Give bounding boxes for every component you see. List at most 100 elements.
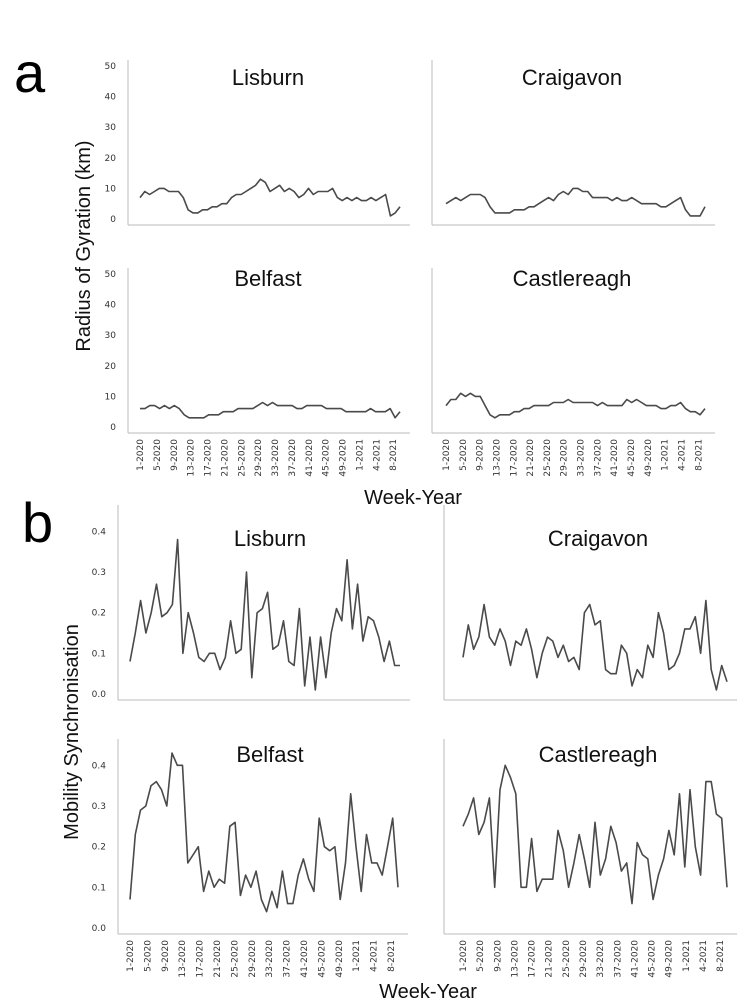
x-tick-label: 8-2021 (389, 439, 399, 471)
x-tick-label: 41-2020 (300, 940, 310, 978)
x-tick-label: 37-2020 (288, 439, 298, 477)
y-tick-label: 30 (105, 331, 117, 341)
x-tick-label: 33-2020 (596, 940, 606, 978)
chart-title: Craigavon (522, 65, 622, 90)
x-tick-label: 4-2021 (372, 439, 382, 471)
x-tick-label: 41-2020 (610, 439, 620, 477)
x-tick-label: 8-2021 (387, 940, 397, 972)
x-tick-label: 33-2020 (271, 439, 281, 477)
x-tick-label: 21-2020 (220, 439, 230, 477)
series-line (140, 401, 401, 419)
y-tick-label: 10 (105, 392, 117, 402)
chart-b-belfast: Belfast 0.0 0.1 0.2 0.3 0.4 1-2020 5-2020 9-2020… (92, 739, 408, 978)
chart-b-craigavon: Craigavon (443, 505, 737, 701)
x-tick-label: 13-2020 (178, 940, 188, 978)
x-tick-label: 1-2021 (661, 439, 671, 471)
panel-a-y-axis-title: Radius of Gyration (km) (73, 140, 95, 351)
chart-title: Castlereagh (539, 742, 658, 767)
x-tick-label: 37-2020 (593, 439, 603, 477)
panel-b-y-axis-title: Mobility Synchronisation (61, 624, 83, 840)
y-tick-label: 20 (105, 362, 117, 372)
chart-title: Belfast (234, 266, 301, 291)
x-tick-label: 33-2020 (265, 940, 275, 978)
x-tick-label: 29-2020 (248, 940, 258, 978)
x-tick-label: 29-2020 (579, 940, 589, 978)
x-tick-label: 41-2020 (305, 439, 315, 477)
x-tick-label: 1-2020 (136, 439, 146, 471)
x-tick-label: 17-2020 (509, 439, 519, 477)
x-tick-label: 13-2020 (510, 940, 520, 978)
x-tick-label: 8-2021 (716, 940, 726, 972)
x-tick-label: 21-2020 (545, 940, 555, 978)
series-line (462, 599, 728, 691)
y-tick-label: 0.0 (92, 924, 107, 934)
x-tick-label: 49-2020 (335, 940, 345, 978)
x-tick-label: 49-2020 (339, 439, 349, 477)
x-tick-label: 9-2020 (161, 940, 171, 972)
chart-a-lisburn: Lisburn 0 10 20 30 40 50 (105, 60, 410, 226)
y-tick-label: 10 (105, 184, 117, 194)
panel-a-x-axis-title: Week-Year (364, 487, 462, 509)
chart-title: Lisburn (232, 65, 304, 90)
chart-b-castlereagh: Castlereagh 1-2020 5-2020 9-2020 13-2020 17-2… (443, 739, 737, 978)
y-tick-label: 40 (105, 301, 117, 311)
series-line (445, 392, 706, 419)
x-tick-label: 29-2020 (560, 439, 570, 477)
series-line (462, 764, 728, 905)
y-tick-label: 50 (105, 62, 117, 72)
series-line (445, 187, 706, 217)
series-line (129, 538, 400, 691)
x-tick-label: 37-2020 (613, 940, 623, 978)
x-tick-label: 5-2020 (476, 940, 486, 972)
x-tick-label: 21-2020 (213, 940, 223, 978)
x-tick-label: 13-2020 (187, 439, 197, 477)
chart-title: Belfast (236, 742, 303, 767)
x-tick-label: 4-2021 (678, 439, 688, 471)
x-tick-label: 37-2020 (283, 940, 293, 978)
y-tick-label: 0.3 (92, 568, 106, 578)
x-tick-label: 45-2020 (627, 439, 637, 477)
y-tick-label: 0.4 (92, 527, 107, 537)
x-tick-label: 45-2020 (317, 940, 327, 978)
y-tick-label: 0 (110, 423, 116, 433)
x-tick-label: 1-2021 (682, 940, 692, 972)
y-tick-label: 30 (105, 123, 117, 133)
y-tick-label: 40 (105, 93, 117, 103)
x-tick-label: 5-2020 (459, 439, 469, 471)
x-tick-label: 1-2021 (352, 940, 362, 972)
chart-b-lisburn: Lisburn 0.0 0.1 0.2 0.3 0.4 (92, 505, 410, 701)
x-tick-label: 9-2020 (170, 439, 180, 471)
series-line (139, 178, 401, 217)
x-tick-label: 1-2020 (459, 940, 469, 972)
x-tick-label: 25-2020 (543, 439, 553, 477)
x-tick-label: 41-2020 (630, 940, 640, 978)
x-tick-label: 8-2021 (694, 439, 704, 471)
x-tick-label: 5-2020 (143, 940, 153, 972)
x-tick-label: 9-2020 (476, 439, 486, 471)
chart-title: Castlereagh (513, 266, 632, 291)
x-tick-label: 49-2020 (665, 940, 675, 978)
chart-a-castlereagh: Castlereagh 1-2020 5-2020 9-2020 13-2020 17-2… (431, 266, 715, 477)
chart-a-belfast: Belfast 0 10 20 30 40 50 1-2020 5-2020 9-2020 13-2… (105, 266, 410, 477)
series-line (129, 752, 399, 913)
x-tick-label: 1-2020 (442, 439, 452, 471)
y-tick-label: 20 (105, 154, 117, 164)
x-tick-label: 4-2021 (370, 940, 380, 972)
x-tick-label: 49-2020 (644, 439, 654, 477)
x-tick-label: 17-2020 (204, 439, 214, 477)
y-tick-label: 0.4 (92, 761, 107, 771)
y-tick-label: 0.2 (92, 843, 106, 853)
x-tick-label: 21-2020 (526, 439, 536, 477)
x-tick-label: 17-2020 (196, 940, 206, 978)
y-tick-label: 0 (110, 215, 116, 225)
x-tick-label: 25-2020 (230, 940, 240, 978)
y-tick-label: 0.0 (92, 690, 107, 700)
panel-b-x-axis-title: Week-Year (379, 981, 477, 1003)
y-tick-label: 50 (105, 270, 117, 280)
x-tick-label: 4-2021 (699, 940, 709, 972)
y-tick-label: 0.3 (92, 802, 106, 812)
x-tick-label: 25-2020 (562, 940, 572, 978)
x-tick-label: 13-2020 (493, 439, 503, 477)
